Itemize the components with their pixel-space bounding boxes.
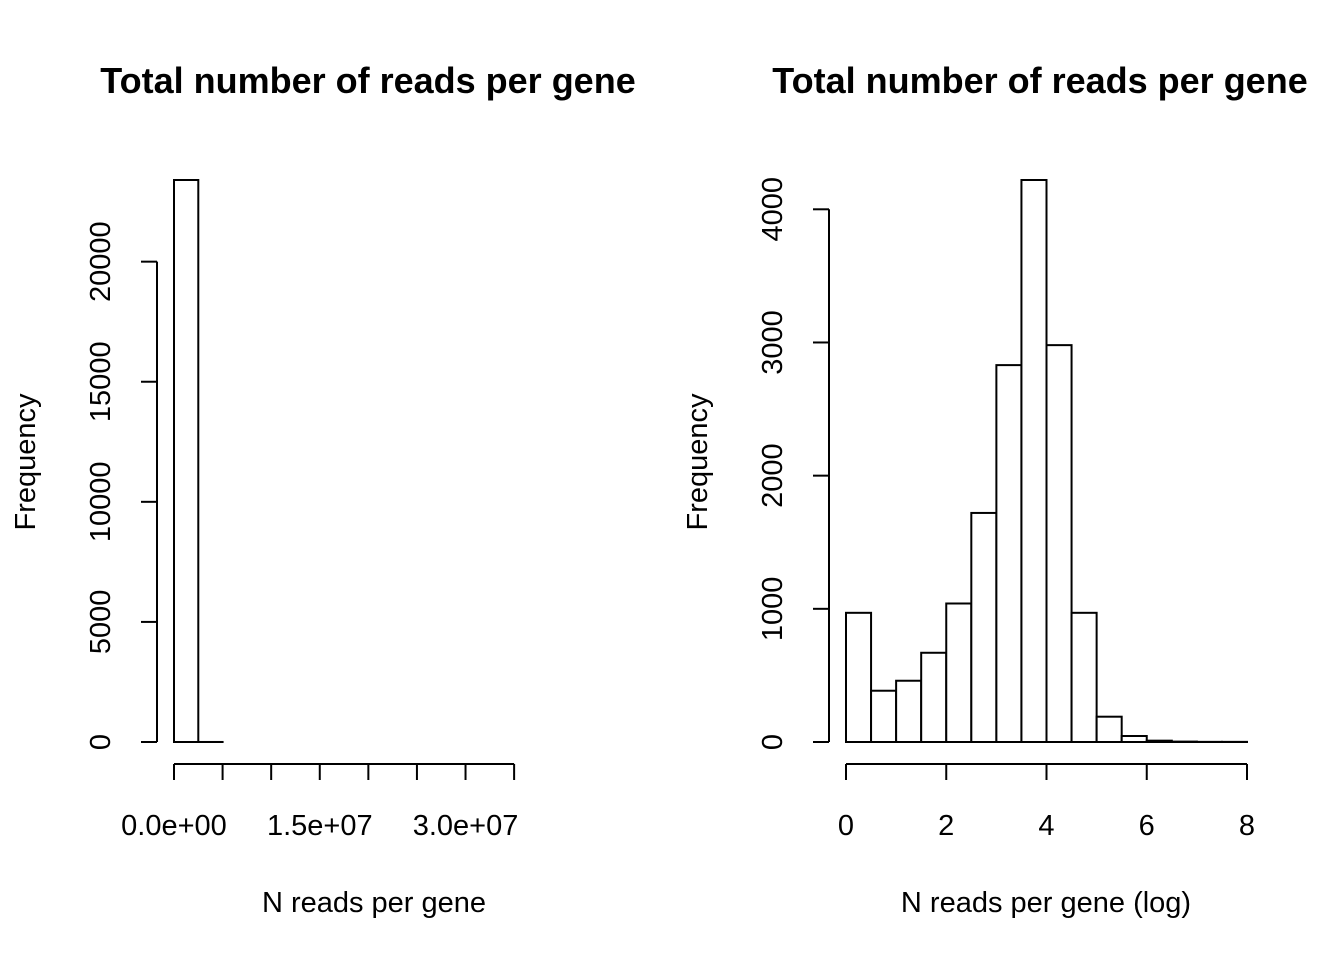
y-axis-label: Frequency <box>682 393 714 531</box>
x-axis-label: N reads per gene (log) <box>901 887 1191 919</box>
histogram-bar <box>970 511 998 744</box>
chart-title: Total number of reads per gene <box>772 60 1307 101</box>
histogram-bar <box>1145 739 1173 744</box>
x-tick-label: 3.0e+07 <box>413 810 519 842</box>
x-tick-label: 1.5e+07 <box>267 810 373 842</box>
histogram-bar <box>895 679 923 743</box>
x-tick-label: 8 <box>1239 810 1255 842</box>
y-tick-label: 3000 <box>757 310 789 375</box>
x-tick-label: 0.0e+00 <box>121 810 227 842</box>
y-tick-label: 20000 <box>85 221 117 302</box>
histogram-panel-raw: Total number of reads per gene N reads p… <box>10 60 636 919</box>
x-axis: 0 2 4 6 8 <box>838 763 1255 842</box>
y-tick-label: 0 <box>757 734 789 750</box>
bar-group <box>173 179 224 744</box>
x-tick-label: 6 <box>1139 810 1155 842</box>
histogram-bar <box>173 179 200 743</box>
histogram-bar <box>1045 344 1073 743</box>
chart-title: Total number of reads per gene <box>100 60 635 101</box>
y-tick-label: 2000 <box>757 443 789 508</box>
histogram-panel-log: Total number of reads per gene N reads p… <box>682 60 1308 919</box>
histogram-bar <box>870 689 898 743</box>
y-tick-label: 15000 <box>85 341 117 422</box>
histogram-bar <box>920 651 948 744</box>
histogram-bar <box>1070 611 1098 743</box>
x-tick-label: 0 <box>838 810 854 842</box>
x-axis: 0.0e+00 1.5e+07 3.0e+07 <box>121 763 519 842</box>
histogram-bar <box>1020 179 1048 743</box>
y-tick-label: 5000 <box>85 590 117 655</box>
histogram-bar <box>1120 735 1148 743</box>
histogram-bar <box>995 364 1023 743</box>
x-tick-label: 4 <box>1038 810 1054 842</box>
x-axis-label: N reads per gene <box>262 887 486 919</box>
histogram-bar <box>845 611 873 743</box>
y-axis: 0 1000 2000 3000 4000 <box>757 177 830 750</box>
y-tick-label: 4000 <box>757 177 789 242</box>
x-tick-label: 2 <box>938 810 954 842</box>
histogram-bar <box>1095 715 1123 743</box>
y-axis: 0 5000 10000 15000 20000 <box>85 221 158 750</box>
histogram-bar <box>945 602 973 743</box>
y-tick-label: 0 <box>85 734 117 750</box>
y-tick-label: 1000 <box>757 577 789 642</box>
y-tick-label: 10000 <box>85 462 117 543</box>
bar-group <box>845 179 1248 744</box>
y-axis-label: Frequency <box>10 393 42 531</box>
